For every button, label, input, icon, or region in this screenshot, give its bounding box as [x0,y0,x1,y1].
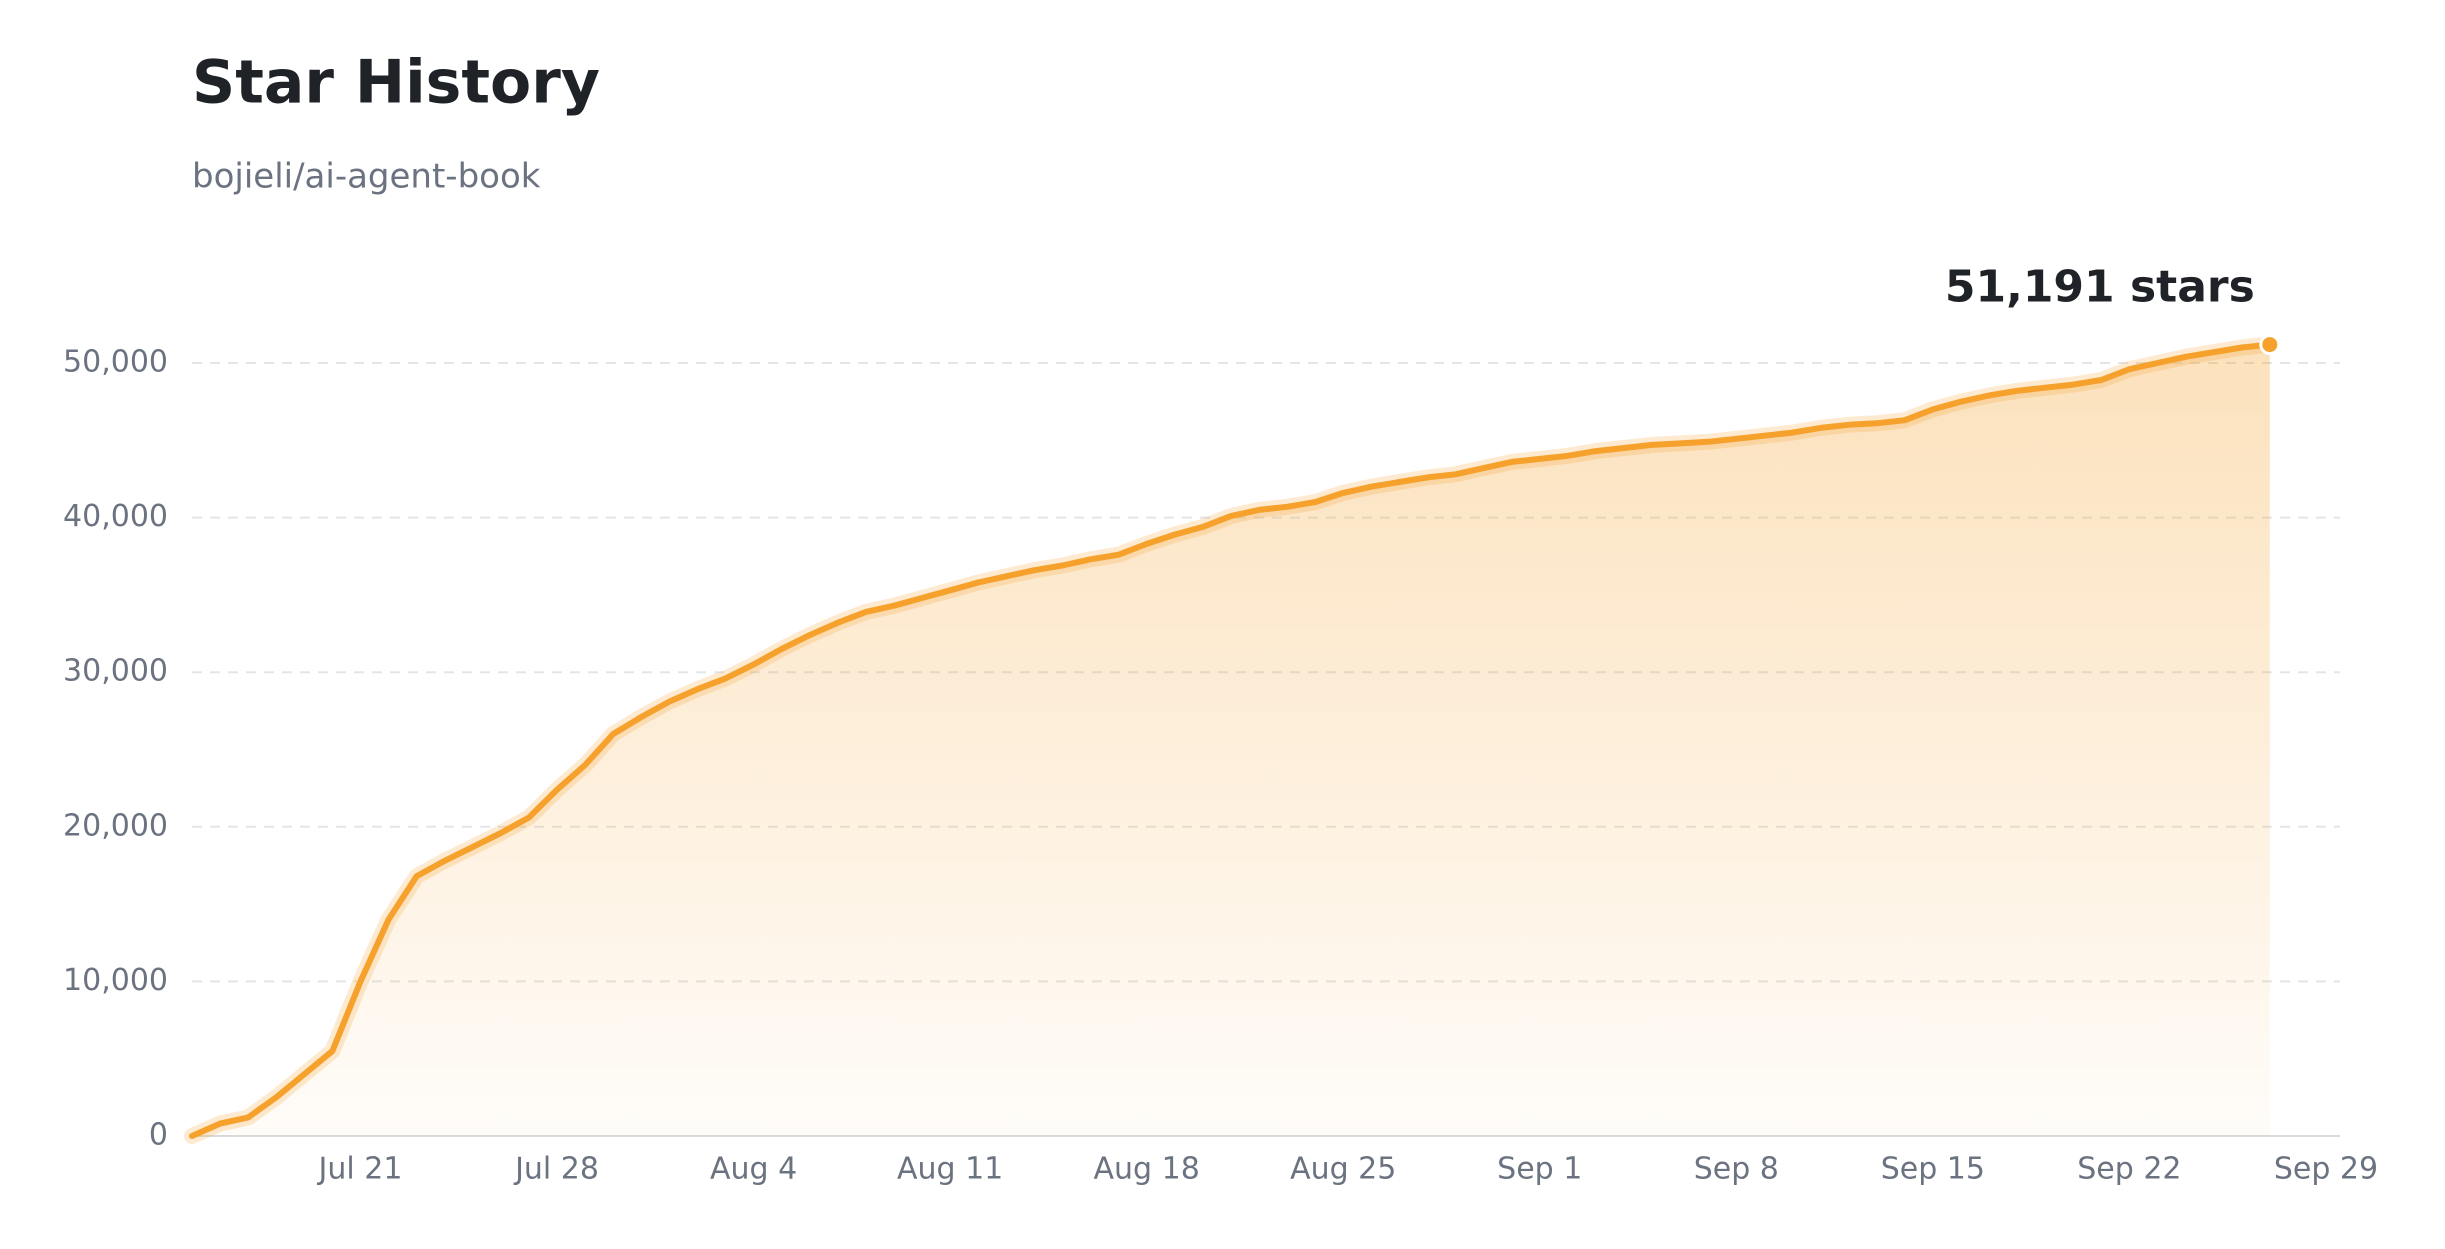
x-tick-label: Aug 4 [710,1152,797,1187]
y-tick-label: 10,000 [63,963,168,998]
y-tick-label: 20,000 [63,808,168,843]
y-tick-label: 50,000 [63,345,168,380]
x-tick-label: Jul 28 [513,1152,599,1187]
chart-subtitle: bojieli/ai-agent-book [192,157,541,197]
x-tick-label: Sep 15 [1881,1152,1985,1187]
y-tick-label: 30,000 [63,654,168,689]
annotation: 51,191 stars [1945,262,2255,313]
x-tick-label: Sep 29 [2274,1152,2378,1187]
x-tick-label: Sep 22 [2077,1152,2181,1187]
x-tick-label: Jul 21 [317,1152,403,1187]
x-tick-label: Aug 11 [897,1152,1003,1187]
x-tick-label: Sep 1 [1497,1152,1582,1187]
x-tick-label: Aug 25 [1290,1152,1396,1187]
x-tick-label: Aug 18 [1094,1152,1200,1187]
chart-title: Star History [192,48,600,118]
line [189,341,2273,1139]
y-tick-label: 40,000 [63,499,168,534]
x-tick-label: Sep 8 [1694,1152,1779,1187]
area-fill [192,344,2270,1137]
end-point [2259,334,2281,356]
y-tick-label: 0 [149,1118,168,1153]
